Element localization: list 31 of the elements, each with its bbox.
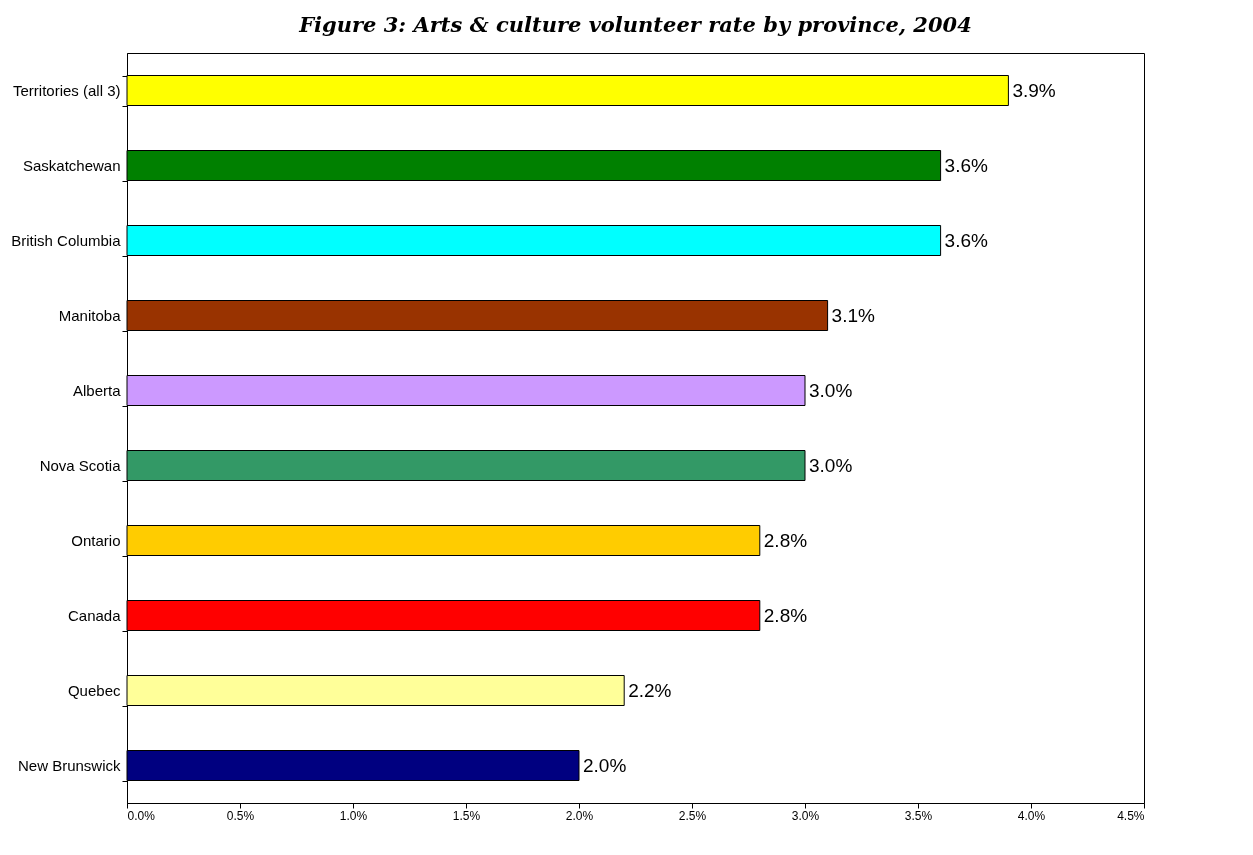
y-tick-label: Quebec (67, 682, 121, 699)
x-tick-label: 2.5% (678, 808, 707, 823)
x-tick-label: 0.5% (226, 808, 255, 823)
data-label: 2.0% (583, 754, 627, 776)
data-label: 3.9% (1012, 79, 1056, 101)
data-label: 3.6% (944, 154, 989, 176)
y-tick-label: British Columbia (11, 232, 122, 249)
data-label: 3.1% (831, 304, 876, 326)
data-label: 3.0% (809, 454, 853, 476)
x-tick-label: 4.5% (1117, 808, 1145, 823)
y-tick-label: Saskatchewan (22, 157, 121, 174)
y-tick-label: Nova Scotia (39, 457, 122, 474)
y-tick-label: New Brunswick (17, 757, 121, 774)
y-tick-label: Alberta (72, 382, 122, 399)
x-tick-label: 3.5% (904, 808, 933, 823)
x-tick-label: 4.0% (1017, 808, 1046, 823)
y-tick-label: Territories (all 3) (12, 82, 121, 99)
y-tick-label: Manitoba (58, 307, 122, 324)
chart-title: Figure 3: Arts & culture volunteer rate by province, 2004 (298, 12, 972, 37)
x-tick-label: 1.0% (339, 808, 368, 823)
y-tick-label: Ontario (71, 532, 121, 549)
data-label: 3.0% (809, 379, 853, 401)
x-tick-label: 0.0% (127, 808, 156, 823)
x-tick-label: 2.0% (565, 808, 594, 823)
data-label: 2.8% (763, 604, 808, 626)
data-label: 2.2% (628, 679, 672, 701)
x-tick-label: 1.5% (452, 808, 481, 823)
y-tick-label: Canada (67, 607, 122, 624)
data-label: 3.6% (944, 229, 989, 251)
data-label: 2.8% (763, 529, 808, 551)
x-tick-label: 3.0% (791, 808, 820, 823)
